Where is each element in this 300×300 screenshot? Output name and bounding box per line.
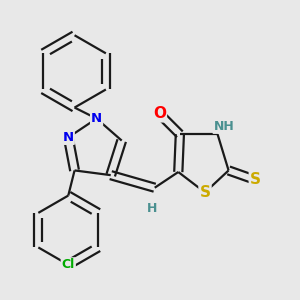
Text: S: S [200, 185, 211, 200]
Text: N: N [91, 112, 102, 125]
Text: S: S [250, 172, 261, 188]
Text: Cl: Cl [61, 258, 75, 271]
Text: NH: NH [214, 120, 234, 133]
Text: O: O [153, 106, 166, 122]
Text: H: H [146, 202, 157, 215]
Text: N: N [63, 131, 74, 144]
